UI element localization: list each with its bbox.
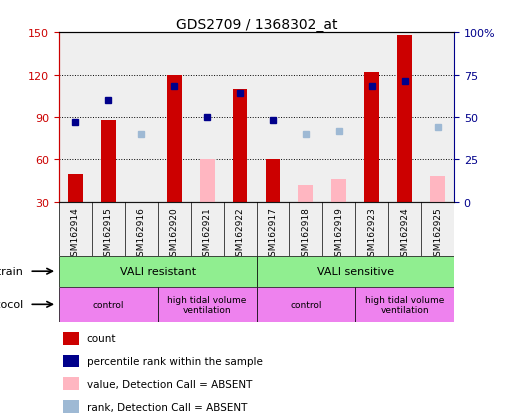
Bar [289, 33, 322, 202]
Bar [256, 33, 289, 202]
Bar [68, 174, 83, 202]
Text: GSM162919: GSM162919 [334, 206, 343, 261]
Text: GSM162921: GSM162921 [203, 206, 212, 261]
Bar [191, 33, 224, 202]
Bar [299, 185, 313, 202]
Text: value, Detection Call = ABSENT: value, Detection Call = ABSENT [87, 379, 252, 389]
Bar [266, 160, 281, 202]
Bar [63, 332, 79, 345]
Bar [92, 33, 125, 202]
Bar [92, 202, 125, 256]
Bar [388, 33, 421, 202]
Bar [59, 287, 158, 322]
Bar [59, 256, 256, 287]
Text: percentile rank within the sample: percentile rank within the sample [87, 356, 263, 366]
Bar [421, 33, 454, 202]
Bar [63, 377, 79, 390]
Text: protocol: protocol [0, 299, 24, 310]
Text: GSM162922: GSM162922 [235, 206, 245, 261]
Bar [200, 160, 214, 202]
Bar [388, 202, 421, 256]
Text: GSM162917: GSM162917 [268, 206, 278, 261]
Bar [59, 202, 92, 256]
Bar [134, 202, 149, 205]
Bar [125, 33, 157, 202]
Bar [289, 202, 322, 256]
Bar [101, 121, 116, 202]
Text: GSM162915: GSM162915 [104, 206, 113, 261]
Bar [63, 400, 79, 413]
Text: GSM162918: GSM162918 [301, 206, 310, 261]
Text: GSM162924: GSM162924 [400, 206, 409, 261]
Bar [364, 73, 379, 202]
Text: VALI sensitive: VALI sensitive [317, 266, 394, 277]
Text: count: count [87, 334, 116, 344]
Bar [421, 202, 454, 256]
Bar [256, 202, 289, 256]
Text: rank, Detection Call = ABSENT: rank, Detection Call = ABSENT [87, 402, 247, 412]
Text: strain: strain [0, 266, 24, 277]
Text: GSM162923: GSM162923 [367, 206, 376, 261]
Text: GSM162925: GSM162925 [433, 206, 442, 261]
Text: control: control [290, 300, 322, 309]
Bar [322, 202, 355, 256]
Text: GSM162916: GSM162916 [137, 206, 146, 261]
Bar [256, 256, 454, 287]
Bar [125, 202, 158, 256]
Text: VALI resistant: VALI resistant [120, 266, 196, 277]
Bar [331, 180, 346, 202]
Bar [256, 287, 355, 322]
Bar [157, 33, 191, 202]
Bar [158, 287, 256, 322]
Bar [355, 33, 388, 202]
Bar [191, 202, 224, 256]
Text: control: control [93, 300, 124, 309]
Bar [322, 33, 355, 202]
Bar [158, 202, 191, 256]
Bar [224, 33, 256, 202]
Bar [232, 90, 247, 202]
Bar [224, 202, 256, 256]
Bar [59, 33, 92, 202]
Title: GDS2709 / 1368302_at: GDS2709 / 1368302_at [176, 18, 337, 32]
Bar [397, 36, 412, 202]
Text: GSM162920: GSM162920 [170, 206, 179, 261]
Bar [63, 355, 79, 368]
Bar [355, 202, 388, 256]
Bar [167, 75, 182, 202]
Text: high tidal volume
ventilation: high tidal volume ventilation [365, 295, 444, 314]
Text: GSM162914: GSM162914 [71, 206, 80, 261]
Bar [430, 177, 445, 202]
Text: high tidal volume
ventilation: high tidal volume ventilation [167, 295, 247, 314]
Bar [355, 287, 454, 322]
